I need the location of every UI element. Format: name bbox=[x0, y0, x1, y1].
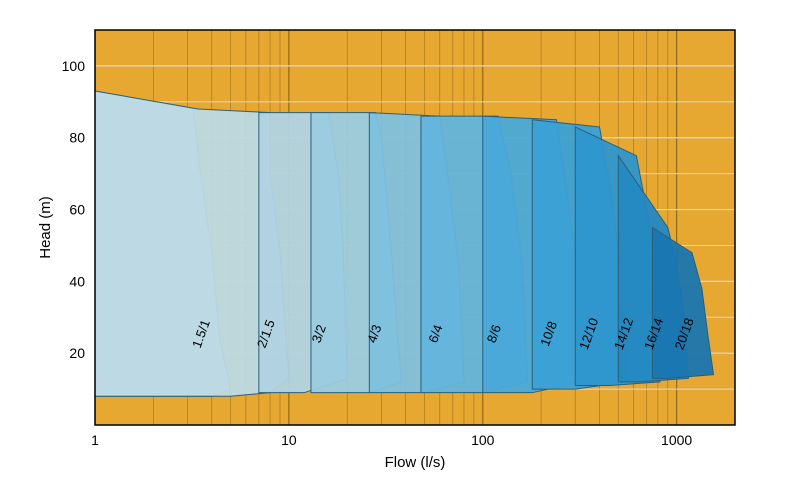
y-tick-label: 60 bbox=[69, 202, 85, 218]
x-tick-label: 10 bbox=[281, 432, 297, 448]
y-tick-label: 100 bbox=[62, 58, 86, 74]
chart-container: 1.5/12/1.53/24/36/48/610/812/1014/1216/1… bbox=[30, 20, 770, 480]
y-tick-label: 20 bbox=[69, 345, 85, 361]
x-axis-label: Flow (l/s) bbox=[385, 454, 446, 471]
y-tick-label: 40 bbox=[69, 273, 85, 289]
x-tick-label: 100 bbox=[471, 432, 495, 448]
pump-chart-svg: 1.5/12/1.53/24/36/48/610/812/1014/1216/1… bbox=[30, 20, 770, 480]
y-axis-label: Head (m) bbox=[37, 196, 54, 259]
x-tick-label: 1 bbox=[91, 432, 99, 448]
x-tick-label: 1000 bbox=[661, 432, 692, 448]
y-tick-label: 80 bbox=[69, 130, 85, 146]
